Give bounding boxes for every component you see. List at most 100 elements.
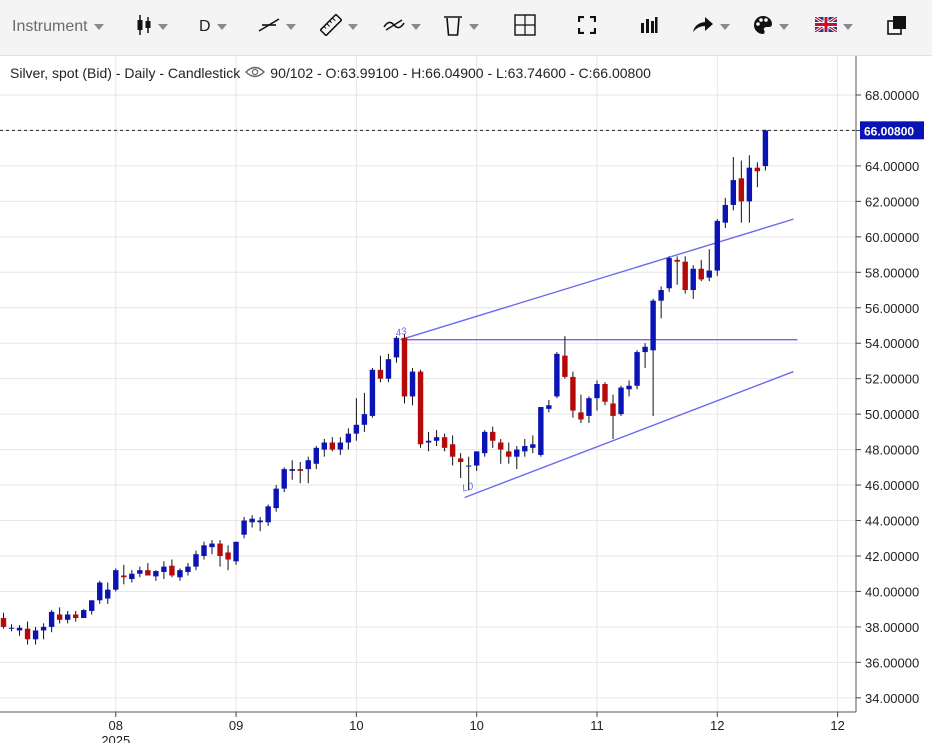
fullscreen-button[interactable] bbox=[577, 8, 597, 46]
chevron-down-icon bbox=[469, 24, 479, 30]
candle-body-down bbox=[449, 444, 456, 457]
y-tick-label: 40.00000 bbox=[865, 584, 919, 599]
ruler-icon bbox=[319, 12, 343, 41]
popout-button[interactable] bbox=[887, 8, 907, 46]
x-tick-label: 10 bbox=[349, 718, 363, 733]
candle-body-up bbox=[465, 465, 472, 467]
theme-dropdown[interactable] bbox=[753, 8, 789, 46]
candle-body-up bbox=[193, 554, 199, 567]
chevron-down-icon bbox=[93, 24, 104, 30]
x-tick-label: 12 bbox=[710, 718, 724, 733]
channel-upper-line bbox=[400, 218, 794, 341]
drawing-tools-dropdown[interactable] bbox=[258, 8, 296, 46]
candle-body-down bbox=[602, 384, 608, 402]
layout-button[interactable] bbox=[514, 8, 536, 46]
x-tick-label: 11 bbox=[590, 718, 604, 733]
candle-body-down bbox=[698, 268, 704, 280]
candle-body-up bbox=[594, 384, 600, 399]
candle-body-up bbox=[313, 447, 319, 464]
share-dropdown[interactable] bbox=[692, 8, 730, 46]
last-price-label: 66.00800 bbox=[864, 124, 914, 138]
candle-body-up bbox=[722, 204, 728, 223]
y-tick-label: 54.00000 bbox=[865, 336, 919, 351]
candle-body-up bbox=[385, 359, 392, 379]
y-tick-label: 36.00000 bbox=[865, 655, 919, 670]
candle-body-up bbox=[273, 488, 279, 509]
y-tick-label: 50.00000 bbox=[865, 407, 919, 422]
candle-body-down bbox=[72, 614, 79, 619]
chart-type-dropdown[interactable] bbox=[136, 8, 168, 46]
candle-body-up bbox=[32, 630, 39, 640]
candle-body-down bbox=[754, 167, 761, 172]
candle-body-down bbox=[225, 552, 231, 560]
candle-body-up bbox=[546, 405, 552, 409]
share-icon bbox=[692, 16, 714, 39]
candle-body-up bbox=[538, 407, 544, 455]
candle-body-up bbox=[40, 626, 47, 631]
measure-tool-dropdown[interactable] bbox=[319, 8, 358, 46]
candle-body-down bbox=[145, 570, 151, 576]
candle-body-up bbox=[337, 442, 344, 450]
low-annotation-label: L0 bbox=[461, 481, 475, 495]
candle-body-up bbox=[177, 570, 183, 578]
candle-body-up bbox=[97, 582, 103, 601]
candle-body-up bbox=[241, 520, 247, 535]
chart-area[interactable]: 43 L0 34.00000 36.00000 38.00000 40.00000 42.… bbox=[0, 56, 932, 743]
candle-body-down bbox=[217, 543, 223, 556]
volume-bars-button[interactable] bbox=[640, 8, 658, 46]
instrument-dropdown[interactable]: Instrument bbox=[12, 8, 104, 46]
chevron-down-icon bbox=[286, 24, 296, 30]
chart-info: Silver, spot (Bid) - Daily - Candlestick… bbox=[10, 65, 651, 81]
candle-body-down bbox=[490, 431, 496, 441]
candle-body-up bbox=[433, 437, 440, 441]
candle-body-up bbox=[48, 611, 55, 627]
y-tick-label: 64.00000 bbox=[865, 159, 919, 174]
last-price-badge bbox=[860, 121, 924, 140]
candle-body-up bbox=[153, 571, 159, 577]
candle-body-up bbox=[289, 469, 295, 471]
toolbar: Instrument D bbox=[0, 0, 932, 56]
candle-body-up bbox=[634, 352, 640, 386]
candle-body-up bbox=[393, 337, 400, 358]
candle-body-up bbox=[361, 414, 368, 425]
y-tick-label: 44.00000 bbox=[865, 514, 919, 529]
indicator-icon bbox=[383, 15, 405, 40]
candle-body-up bbox=[626, 385, 632, 390]
indicators-dropdown[interactable] bbox=[383, 8, 421, 46]
candle-body-up bbox=[161, 566, 167, 572]
chevron-down-icon bbox=[779, 24, 789, 30]
candle-body-down bbox=[377, 369, 384, 379]
chevron-down-icon bbox=[843, 24, 853, 30]
chevron-down-icon bbox=[158, 24, 168, 30]
x-tick-label: 12 bbox=[830, 718, 844, 733]
timeframe-label: D bbox=[199, 18, 211, 35]
bar-chart-icon bbox=[640, 16, 658, 39]
candle-body-up bbox=[586, 398, 592, 416]
candle-body-up bbox=[137, 570, 143, 574]
language-dropdown[interactable] bbox=[814, 8, 853, 46]
x-tick-label: 10 bbox=[469, 718, 483, 733]
language-flag-icon bbox=[814, 15, 838, 37]
popout-icon bbox=[887, 15, 907, 40]
candle-body-down bbox=[0, 618, 7, 627]
candle-body-up bbox=[185, 566, 191, 572]
timeframe-dropdown[interactable]: D bbox=[199, 8, 227, 46]
candle-body-down bbox=[169, 565, 175, 576]
y-tick-label: 48.00000 bbox=[865, 443, 919, 458]
eye-icon[interactable] bbox=[245, 65, 266, 81]
candle-body-up bbox=[642, 346, 648, 353]
candle-body-down bbox=[682, 261, 688, 291]
candle-body-down bbox=[578, 412, 584, 420]
candle-body-up bbox=[321, 442, 327, 450]
candle-body-up bbox=[618, 387, 624, 415]
palette-icon bbox=[753, 15, 773, 40]
candle-body-up bbox=[666, 258, 672, 289]
y-tick-label: 68.00000 bbox=[865, 88, 919, 103]
delete-drawings-dropdown[interactable] bbox=[443, 8, 479, 46]
candle-body-up bbox=[425, 440, 432, 443]
y-tick-label: 62.00000 bbox=[865, 194, 919, 209]
candle-body-up bbox=[281, 469, 287, 489]
candle-body-up bbox=[473, 451, 480, 466]
trendline-icon bbox=[258, 15, 280, 40]
